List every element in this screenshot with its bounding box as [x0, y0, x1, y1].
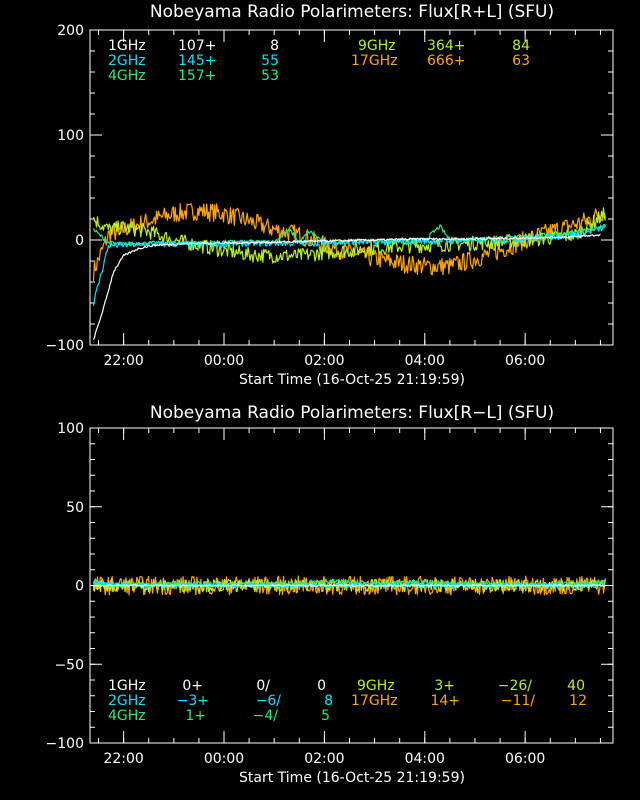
y-tick-label: −50	[54, 657, 84, 673]
x-axis: 22:00 00:00 02:00 04:00 06:00	[98, 428, 601, 767]
x-axis: 22:00 00:00 02:00 04:00 06:00	[98, 30, 601, 369]
legend-value-1ghz: 8	[270, 38, 279, 54]
y-tick-label: 100	[57, 128, 84, 144]
x-tick-label: 02:00	[304, 751, 344, 767]
y-axis: 200 100 0 −100	[46, 23, 613, 354]
y-tick-label: −100	[46, 736, 84, 752]
legend-base-1ghz: 0+	[182, 678, 203, 694]
legend-freq-4ghz: 4GHz	[108, 708, 146, 724]
legend-ratio-4ghz: −4/	[253, 708, 279, 724]
legend-value-2ghz: 55	[261, 53, 279, 69]
legend-ratio-17ghz: −11/	[501, 693, 536, 709]
x-axis-label: Start Time (16-Oct-25 21:19:59)	[239, 770, 465, 786]
legend-ratio-9ghz: −26/	[498, 678, 533, 694]
legend-value-9ghz: 40	[567, 678, 585, 694]
series-layer	[92, 575, 607, 596]
x-tick-label: 04:00	[405, 353, 445, 369]
x-axis-label: Start Time (16-Oct-25 21:19:59)	[239, 372, 465, 388]
series-line-2ghz	[92, 224, 607, 306]
legend-base-17ghz: 666+	[427, 53, 465, 69]
legend-freq-9ghz: 9GHz	[358, 38, 396, 54]
legend-value-2ghz: 8	[324, 693, 333, 709]
x-tick-label: 02:00	[304, 353, 344, 369]
plot-frame	[89, 29, 614, 346]
y-tick-label: 0	[75, 233, 84, 249]
x-tick-label: 06:00	[505, 751, 545, 767]
legend-base-2ghz: −3+	[177, 693, 209, 709]
legend-freq-17ghz: 17GHz	[351, 693, 398, 709]
legend-base-1ghz: 107+	[178, 38, 216, 54]
legend-base-9ghz: 364+	[427, 38, 465, 54]
legend-freq-4ghz: 4GHz	[108, 68, 146, 84]
legend-base-9ghz: 3+	[434, 678, 455, 694]
x-tick-label: 00:00	[204, 353, 244, 369]
legend-value-9ghz: 84	[512, 38, 530, 54]
legend-base-4ghz: 157+	[178, 68, 216, 84]
legend-ratio-1ghz: 0/	[256, 678, 270, 694]
series-line-1ghz	[92, 233, 601, 340]
y-tick-label: 200	[57, 23, 84, 39]
x-tick-label: 00:00	[204, 751, 244, 767]
x-tick-label: 04:00	[405, 751, 445, 767]
legend-value-17ghz: 12	[569, 693, 587, 709]
legend-value-17ghz: 63	[512, 53, 530, 69]
x-tick-label: 22:00	[103, 751, 143, 767]
series-layer	[92, 203, 607, 340]
flux-sum-panel: Nobeyama Radio Polarimeters: Flux[R+L] (…	[46, 2, 614, 388]
y-tick-label: 100	[57, 421, 84, 437]
legend-base-17ghz: 14+	[430, 693, 460, 709]
legend-freq-9ghz: 9GHz	[357, 678, 395, 694]
legend-value-4ghz: 53	[261, 68, 279, 84]
legend-freq-1ghz: 1GHz	[108, 38, 146, 54]
flux-diff-panel: Nobeyama Radio Polarimeters: Flux[R−L] (…	[46, 403, 614, 786]
x-tick-label: 06:00	[505, 353, 545, 369]
legend-freq-1ghz: 1GHz	[108, 678, 146, 694]
legend-ratio-2ghz: −6/	[256, 693, 282, 709]
x-tick-label: 22:00	[103, 353, 143, 369]
chart-title: Nobeyama Radio Polarimeters: Flux[R−L] (…	[150, 403, 554, 423]
y-tick-label: 50	[66, 500, 84, 516]
y-tick-label: 0	[75, 579, 84, 595]
series-line-1ghz	[93, 584, 606, 587]
legend-value-4ghz: 5	[321, 708, 330, 724]
legend: 1GHz 0+ 0/ 0 2GHz −3+ −6/ 8 4GHz 1+ −4/ …	[108, 678, 587, 724]
series-line-17ghz	[92, 575, 607, 596]
y-tick-label: −100	[46, 338, 84, 354]
legend-freq-2ghz: 2GHz	[108, 693, 146, 709]
legend-value-1ghz: 0	[317, 678, 326, 694]
chart-title: Nobeyama Radio Polarimeters: Flux[R+L] (…	[150, 2, 554, 22]
legend-freq-2ghz: 2GHz	[108, 53, 146, 69]
legend: 1GHz 107+ 8 2GHz 145+ 55 4GHz 157+ 53 9G…	[108, 38, 530, 84]
series-line-9ghz	[92, 207, 607, 264]
legend-base-4ghz: 1+	[185, 708, 206, 724]
legend-freq-17ghz: 17GHz	[351, 53, 398, 69]
legend-base-2ghz: 145+	[178, 53, 216, 69]
